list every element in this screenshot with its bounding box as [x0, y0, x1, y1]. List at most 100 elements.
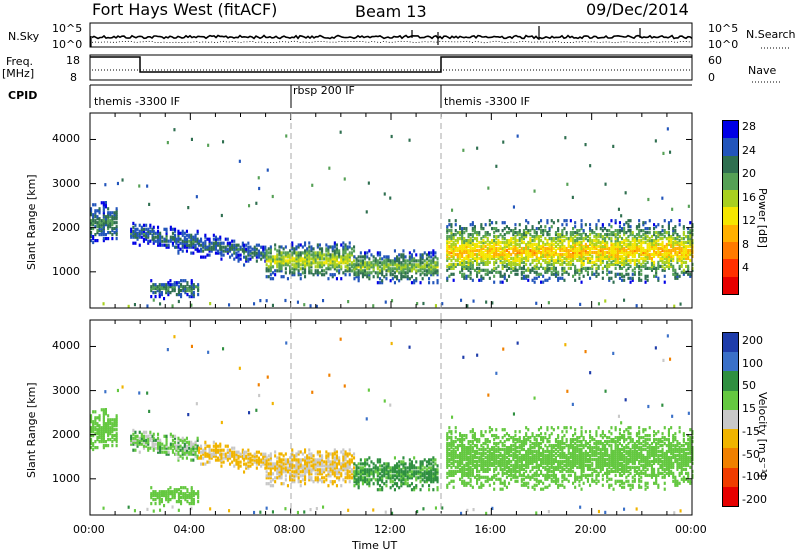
power-panel-frame: [89, 112, 693, 309]
power-cell: [109, 211, 112, 215]
power-cell: [102, 201, 105, 205]
power-cell: [653, 223, 656, 227]
power-cell: [508, 227, 511, 231]
power-cell: [138, 184, 141, 188]
power-cell: [576, 246, 579, 251]
power-cell: [595, 250, 598, 255]
power-cell: [486, 268, 489, 272]
velocity-cell: [393, 456, 396, 460]
power-cell: [627, 242, 630, 247]
velocity-cell: [293, 480, 296, 484]
velocity-cell: [115, 422, 118, 426]
power-cell: [243, 263, 246, 267]
power-cell: [463, 272, 466, 276]
power-cell: [308, 249, 311, 253]
velocity-cell: [413, 472, 416, 476]
power-cell: [501, 240, 504, 245]
velocity-cell: [167, 492, 170, 496]
power-cell: [175, 245, 178, 249]
power-cell: [531, 260, 534, 264]
power-cell: [642, 221, 645, 225]
power-cell: [638, 254, 641, 258]
velocity-cell: [359, 476, 362, 480]
power-cell: [514, 231, 517, 235]
power-cell: [589, 237, 592, 241]
power-cell: [278, 267, 281, 271]
power-cell: [158, 289, 161, 293]
power-cell: [450, 246, 453, 251]
power-cell: [542, 258, 545, 262]
power-cell: [621, 278, 624, 282]
power-cell: [94, 221, 97, 225]
power-cell: [130, 231, 133, 235]
power-cell: [565, 270, 568, 274]
velocity-cell: [364, 460, 367, 464]
power-cell: [508, 240, 511, 245]
power-cell: [243, 255, 246, 259]
velocity-cell: [280, 462, 283, 466]
velocity-cell: [284, 466, 287, 470]
power-cell: [406, 265, 409, 269]
power-cell: [257, 251, 260, 255]
power-cell: [501, 266, 504, 270]
power-cell: [138, 243, 141, 247]
power-cell: [165, 289, 168, 293]
power-cell: [478, 250, 481, 255]
power-cell: [518, 223, 521, 227]
power-cell: [578, 244, 581, 249]
power-cell: [408, 261, 411, 265]
power-cell: [299, 253, 302, 257]
velocity-cell: [389, 468, 392, 472]
velocity-cell: [335, 466, 338, 470]
power-cell: [312, 255, 315, 259]
velocity-cell: [98, 416, 101, 420]
power-cell: [346, 259, 349, 263]
power-cell: [661, 242, 664, 247]
velocity-cell: [359, 478, 362, 482]
power-cell: [623, 258, 626, 262]
power-cell: [406, 277, 409, 281]
power-cell: [410, 253, 413, 257]
power-cell: [601, 250, 604, 255]
power-cell: [206, 247, 209, 251]
power-cell: [109, 213, 112, 217]
power-cell: [497, 239, 500, 243]
velocity-cell: [219, 450, 222, 454]
velocity-cell: [450, 436, 453, 440]
power-cell: [396, 265, 399, 269]
velocity-cell: [312, 462, 315, 466]
power-cell: [476, 239, 479, 243]
power-cell: [160, 283, 163, 287]
power-cell: [503, 264, 506, 268]
power-cell: [323, 257, 326, 261]
power-cell: [537, 221, 540, 225]
velocity-cell: [432, 464, 435, 468]
velocity-cell: [192, 492, 195, 496]
power-cell: [667, 250, 670, 255]
power-cell: [572, 233, 575, 237]
power-cell: [368, 261, 371, 265]
power-cell: [501, 254, 504, 258]
power-cell: [194, 237, 197, 241]
power-cell: [276, 249, 279, 253]
power-cell: [262, 253, 265, 257]
power-cell: [478, 270, 481, 274]
power-cell: [428, 255, 431, 259]
nsearch-label: N.Search: [746, 28, 796, 41]
power-cell: [486, 252, 489, 257]
velocity-cell: [393, 488, 396, 492]
power-cell: [595, 235, 598, 239]
velocity-cell: [295, 474, 298, 478]
velocity-cell: [452, 459, 455, 464]
power-cell: [171, 283, 174, 287]
power-cell: [582, 229, 585, 233]
power-cell: [478, 252, 481, 257]
velocity-cell: [297, 460, 300, 464]
velocity-cell: [113, 438, 116, 442]
power-cell: [316, 245, 319, 249]
power-cell: [589, 246, 592, 251]
velocity-cell: [177, 500, 180, 504]
power-cell: [616, 246, 619, 251]
velocity-cell: [408, 466, 411, 470]
power-cell: [682, 240, 685, 245]
